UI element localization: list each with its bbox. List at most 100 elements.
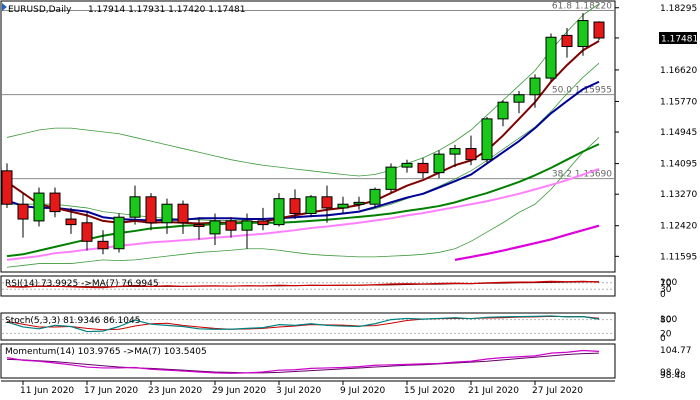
bear-candle [321,185,333,223]
bull-candle [433,150,445,179]
bull-candle [385,163,397,194]
price-axis: 1.11595 1.12420 1.13270 1.14095 1.14945 1.157… [615,4,697,262]
candle-body [385,166,397,190]
candle-body [497,101,509,120]
bear-candle [193,217,205,240]
candle-body [113,216,125,250]
stoch-tick-label: 0 [660,334,666,344]
candle-body [193,224,205,227]
collapse-arrow-icon[interactable] [2,3,7,11]
time-tick-label: 17 Jun 2020 [84,386,138,396]
momentum-signal-line [6,352,600,374]
bull-candle [369,187,381,208]
rsi-tick-label: 100 [660,278,677,288]
candle-body [81,222,93,242]
bull-candle [353,196,365,210]
bear-candle [97,230,109,255]
price-tick-label: 1.16620 [660,66,697,76]
candle-body [209,220,221,235]
candle-body [449,148,461,155]
candle-body [577,20,589,48]
time-tick-label: 23 Jun 2020 [148,386,202,396]
moving-average-line [6,40,600,225]
candle-body [545,36,557,79]
bear-candle [593,21,605,41]
fib-level-label: 61.8 1.18220 [552,2,612,12]
momentum-tick-label: 104.77 [660,346,692,356]
bear-candle [257,207,269,231]
bull-candle [545,33,557,82]
candle-body [273,198,285,226]
bear-candle [225,217,237,238]
moving-average-line [6,143,600,258]
candle-body [289,198,301,214]
moving-average-line [6,80,600,222]
candle-body [465,148,477,161]
time-tick-label: 21 Jul 2020 [468,386,519,396]
bear-candle [81,211,93,251]
price-tick-label: 1.14095 [660,160,697,170]
time-tick-label: 3 Jul 2020 [276,386,321,396]
stoch-tick-label: 20 [660,329,672,339]
candle-body [417,162,429,174]
bear-candle [177,200,189,234]
candle-body [353,201,365,205]
bear-candle [1,163,13,208]
momentum-main-line [6,349,600,374]
bull-candle [209,213,221,246]
candle-body [129,196,141,218]
price-tick-label: 1.13270 [660,190,697,200]
momentum-tick-label: 98.48 [660,371,686,381]
bull-candle [273,193,285,227]
candle-body [401,162,413,168]
time-tick-label: 11 Jun 2020 [20,386,74,396]
rsi-label: RSI(14) 73.9925 ->MA(7) 76.9945 [5,279,159,289]
candle-body [561,34,573,48]
moving-average-line [454,224,600,261]
candle-body [481,118,493,161]
candle-body [257,220,269,226]
price-tick-label: 1.18295 [660,4,697,14]
bull-candle [337,196,349,214]
candle-body [321,196,333,209]
bear-candle [65,207,77,234]
candles [1,13,605,255]
momentum-panel: Momentum(14) 103.9765 ->MA(7) 103.5405 10… [0,343,692,381]
rsi-tick-label: 70 [660,279,672,289]
candle-body [33,192,45,222]
bear-candle [49,187,61,218]
time-tick-label: 15 Jul 2020 [404,386,455,396]
bull-candle [33,187,45,227]
bull-candle [497,100,509,127]
bull-candle [241,213,253,249]
candle-body [513,94,525,103]
candle-body [177,203,189,224]
bollinger-lower-line [6,137,600,268]
bull-candle [449,144,461,168]
candle-body [433,153,445,174]
candle-body [17,203,29,220]
candle-body [225,220,237,231]
rsi-tick-label: 30 [660,285,672,295]
price-tick-label: 1.15770 [660,97,697,107]
candle-body [369,188,381,205]
bull-candle [577,13,589,56]
bull-candle [513,91,525,114]
bear-candle [289,189,301,220]
bear-candle [561,27,573,58]
candle-body [97,240,109,250]
last-price-tag: 1.17481 [659,32,698,45]
price-tick-label: 1.12420 [660,222,697,232]
symbol-label: EURUSD,Daily [8,5,72,15]
bear-candle [17,193,29,238]
price-tick-label: 1.14945 [660,128,697,138]
candle-body [1,170,13,205]
stoch-tick-label: 100 [660,315,677,325]
stoch-label: Stoch(5,3,3) 81.9346 86.1045 [5,316,140,326]
bear-candle [465,135,477,166]
bear-candle [145,193,157,231]
candle-body [529,77,541,96]
time-axis: 11 Jun 2020 17 Jun 2020 23 Jun 2020 29 Jun … [1,380,615,396]
last-price-label: 1.17481 [661,35,698,45]
